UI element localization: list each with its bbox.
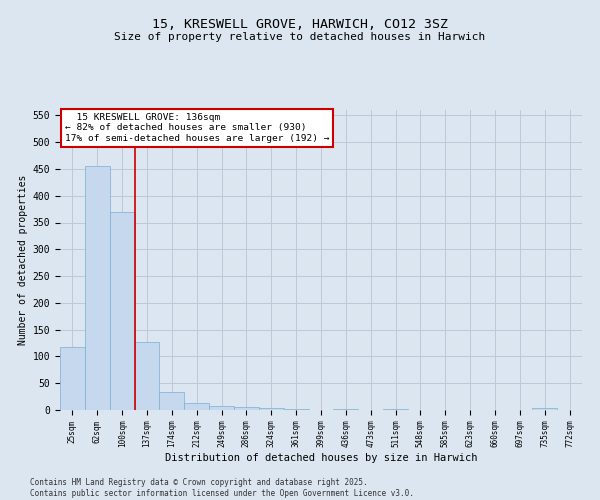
X-axis label: Distribution of detached houses by size in Harwich: Distribution of detached houses by size … (165, 453, 477, 463)
Text: Contains HM Land Registry data © Crown copyright and database right 2025.
Contai: Contains HM Land Registry data © Crown c… (30, 478, 414, 498)
Bar (234, 408, 259, 410)
Bar (532, 408, 557, 410)
Bar (259, 408, 284, 410)
Y-axis label: Number of detached properties: Number of detached properties (19, 175, 28, 345)
Text: 15, KRESWELL GROVE, HARWICH, CO12 3SZ: 15, KRESWELL GROVE, HARWICH, CO12 3SZ (152, 18, 448, 30)
Bar (110, 212, 134, 410)
Bar (60, 347, 85, 410)
Bar (85, 166, 110, 410)
Bar (160, 392, 184, 410)
Bar (209, 406, 234, 410)
Bar (134, 342, 160, 410)
Text: 15 KRESWELL GROVE: 136sqm
← 82% of detached houses are smaller (930)
17% of semi: 15 KRESWELL GROVE: 136sqm ← 82% of detac… (65, 113, 330, 143)
Bar (184, 402, 209, 410)
Text: Size of property relative to detached houses in Harwich: Size of property relative to detached ho… (115, 32, 485, 42)
